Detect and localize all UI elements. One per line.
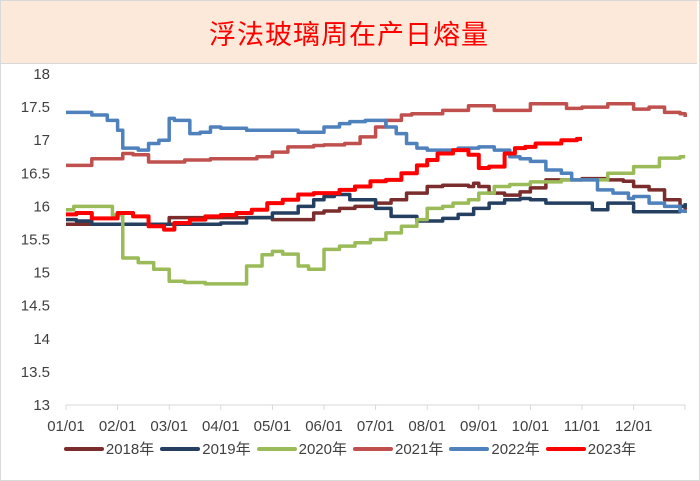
legend-item-2018: 2018年 [63,438,155,459]
x-tick-label: 01/01 [47,418,85,435]
legend-item-2023: 2023年 [545,438,637,459]
x-axis: 01/01 02/01 03/01 04/01 05/01 06/01 07/01 08/01… [47,404,686,435]
series-line-2018 [66,176,687,227]
legend-swatch-icon [449,446,490,451]
series-lines [66,102,687,286]
legend-label: 2018年 [105,441,155,458]
x-tick-label: 02/01 [99,418,137,435]
y-axis: 18 17.5 17 16.5 16 15.5 15 14.5 14 13.5 13 [21,66,50,414]
y-tick-label: 13 [33,397,50,414]
y-tick-label: 15 [33,265,50,282]
legend-swatch-icon [545,446,586,451]
legend-swatch-icon [256,446,297,451]
legend-item-2022: 2022年 [449,438,540,459]
legend-swatch-icon [63,446,104,451]
legend-label: 2023年 [587,441,637,458]
series-line-2019 [66,192,687,227]
x-tick-label: 12/01 [615,418,653,435]
legend-label: 2019年 [202,441,251,458]
y-tick-label: 14 [33,331,50,348]
x-tick-label: 07/01 [357,418,395,435]
x-tick-label: 09/01 [460,418,498,435]
chart-title: 浮法玻璃周在产日熔量 [209,19,489,51]
series-line-2020 [66,155,686,286]
x-tick-label: 04/01 [202,418,240,435]
legend-label: 2020年 [298,441,347,458]
y-tick-label: 18 [33,66,50,83]
y-tick-label: 14.5 [21,298,50,315]
x-tick-label: 10/01 [512,418,550,435]
x-tick-label: 08/01 [408,418,446,435]
x-tick-label: 06/01 [305,418,343,435]
x-tick-label: 05/01 [254,418,292,435]
legend: 2018年 2019年 2020年 2021年 2022年 2023年 [0,438,700,459]
title-bar: 浮法玻璃周在产日熔量 [1,1,697,64]
y-tick-label: 16.5 [21,165,50,182]
series-line-2021 [66,102,687,168]
series-line-2023 [66,136,582,232]
y-tick-label: 17 [33,132,50,149]
y-tick-label: 13.5 [21,364,50,381]
y-tick-label: 15.5 [21,232,50,249]
y-tick-label: 16 [33,198,50,215]
legend-item-2021: 2021年 [353,438,443,459]
x-tick-label: 11/01 [564,418,600,435]
series-line-2022 [66,110,687,214]
legend-item-2020: 2020年 [256,438,347,459]
legend-label: 2021年 [395,441,444,458]
legend-swatch-icon [353,446,393,451]
legend-label: 2022年 [491,441,540,458]
legend-swatch-icon [160,446,201,451]
legend-item-2019: 2019年 [160,438,251,459]
x-tick-label: 03/01 [150,418,188,435]
y-tick-label: 17.5 [21,99,50,116]
